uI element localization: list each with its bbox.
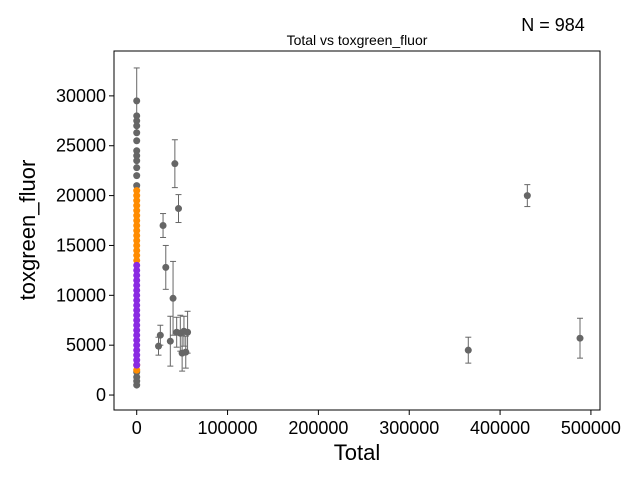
data-point [133, 281, 141, 289]
data-point [133, 361, 141, 369]
data-point [133, 182, 141, 190]
data-point [155, 342, 163, 350]
data-point [184, 328, 192, 336]
data-point [133, 241, 141, 249]
data-point [133, 311, 141, 319]
data-point [133, 164, 141, 172]
data-point [133, 207, 141, 215]
data-point [133, 236, 141, 244]
y-tick-label: 25000 [56, 136, 106, 156]
data-point [133, 331, 141, 339]
data-point [156, 331, 164, 339]
y-tick-label: 15000 [56, 235, 106, 255]
data-point [133, 276, 141, 284]
data-point [464, 346, 472, 354]
data-point [133, 296, 141, 304]
data-point [133, 326, 141, 334]
x-axis-label: Total [334, 440, 380, 465]
data-point [182, 348, 190, 356]
sample-size-annotation: N = 984 [521, 15, 585, 35]
data-point [133, 291, 141, 299]
data-point [133, 172, 141, 180]
data-point [133, 122, 141, 130]
x-tick-label: 500000 [561, 418, 621, 438]
data-point [169, 294, 177, 302]
data-point [133, 117, 141, 125]
x-axis: 0 100000 200000 300000 400000 500000 [132, 410, 621, 438]
data-point [171, 160, 179, 168]
data-point [133, 346, 141, 354]
data-point [133, 212, 141, 220]
data-point [133, 366, 141, 374]
y-axis-label: toxgreen_fluor [15, 160, 40, 301]
data-point [133, 381, 141, 389]
data-point [133, 192, 141, 200]
data-point [133, 246, 141, 254]
data-point [133, 256, 141, 264]
data-point [133, 356, 141, 364]
x-tick-label: 0 [132, 418, 142, 438]
data-point [523, 192, 531, 200]
data-point [133, 261, 141, 269]
y-tick-label: 20000 [56, 186, 106, 206]
y-tick-label: 10000 [56, 285, 106, 305]
data-point [133, 336, 141, 344]
x-tick-label: 300000 [379, 418, 439, 438]
data-point [133, 202, 141, 210]
data-point [133, 157, 141, 165]
data-point [133, 321, 141, 329]
data-point [133, 97, 141, 105]
chart-title: Total vs toxgreen_fluor [287, 32, 428, 48]
data-point [166, 337, 174, 345]
data-point [133, 306, 141, 314]
data-point [133, 266, 141, 274]
data-point [133, 301, 141, 309]
data-point [174, 205, 182, 213]
data-point [133, 286, 141, 294]
x-tick-label: 200000 [288, 418, 348, 438]
data-point [576, 334, 584, 342]
data-point [133, 217, 141, 225]
y-tick-label: 30000 [56, 86, 106, 106]
data-point [133, 316, 141, 324]
data-point [133, 112, 141, 120]
data-point [133, 231, 141, 239]
data-point [133, 197, 141, 205]
x-tick-label: 100000 [198, 418, 258, 438]
y-axis: 0 5000 10000 15000 20000 25000 30000 [56, 86, 114, 405]
data-point [159, 222, 167, 230]
data-point [133, 271, 141, 279]
data-point [133, 137, 141, 145]
data-point [162, 263, 170, 271]
plot-area [133, 67, 584, 389]
plot-frame [113, 50, 601, 411]
data-point [133, 129, 141, 137]
data-point [133, 147, 141, 155]
data-point [133, 351, 141, 359]
data-point [133, 251, 141, 259]
y-tick-label: 5000 [66, 335, 106, 355]
data-point [133, 222, 141, 230]
x-tick-label: 400000 [470, 418, 530, 438]
data-point [133, 227, 141, 234]
data-point [133, 341, 141, 349]
y-tick-label: 0 [96, 385, 106, 405]
data-point [133, 152, 141, 160]
data-point [133, 187, 141, 195]
